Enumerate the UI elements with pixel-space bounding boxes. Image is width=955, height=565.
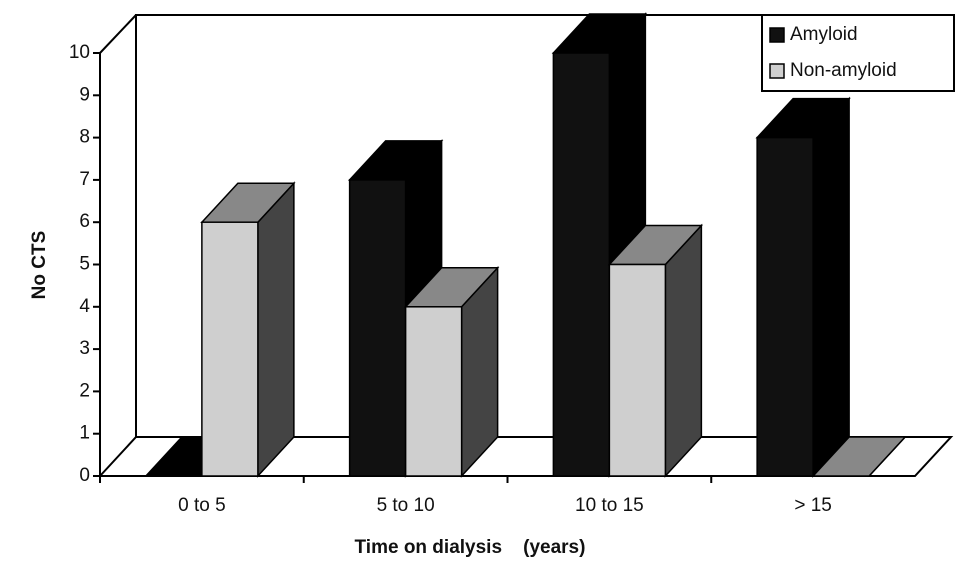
y-tick-label: 2: [79, 380, 90, 401]
legend-label: Amyloid: [790, 24, 858, 45]
bar-side: [257, 181, 295, 478]
bar: [348, 179, 407, 477]
y-tick-label: 5: [79, 254, 90, 275]
bar: [404, 306, 463, 477]
bar: [552, 52, 611, 477]
bar: [756, 136, 814, 477]
x-axis-title: Time on dialysis (years): [355, 537, 586, 558]
x-tick-label: 5 to 10: [377, 495, 435, 516]
legend-label: Non-amyloid: [790, 60, 897, 81]
y-tick-label: 7: [79, 169, 90, 190]
legend-swatch: [769, 27, 785, 43]
legend-box: [761, 14, 955, 92]
x-tick-label: 0 to 5: [178, 495, 226, 516]
y-tick-label: 4: [79, 296, 90, 317]
y-tick-label: 9: [79, 84, 90, 105]
bar-top: [811, 436, 907, 477]
x-tick-label: > 15: [794, 495, 832, 516]
bar-side: [664, 223, 703, 478]
y-axis-title: No CTS: [29, 231, 50, 300]
left-wall-top: [99, 14, 137, 54]
x-tick-label: 10 to 15: [575, 495, 644, 516]
bar: [608, 263, 667, 477]
y-tick-label: 10: [69, 42, 90, 63]
y-tick-label: 0: [79, 465, 90, 486]
y-tick-label: 6: [79, 211, 90, 232]
y-tick-label: 1: [79, 423, 90, 444]
y-tick-label: 8: [79, 127, 90, 148]
y-tick-label: 3: [79, 338, 90, 359]
bar-side: [812, 96, 850, 478]
legend-swatch: [769, 63, 785, 79]
bar: [201, 221, 259, 477]
